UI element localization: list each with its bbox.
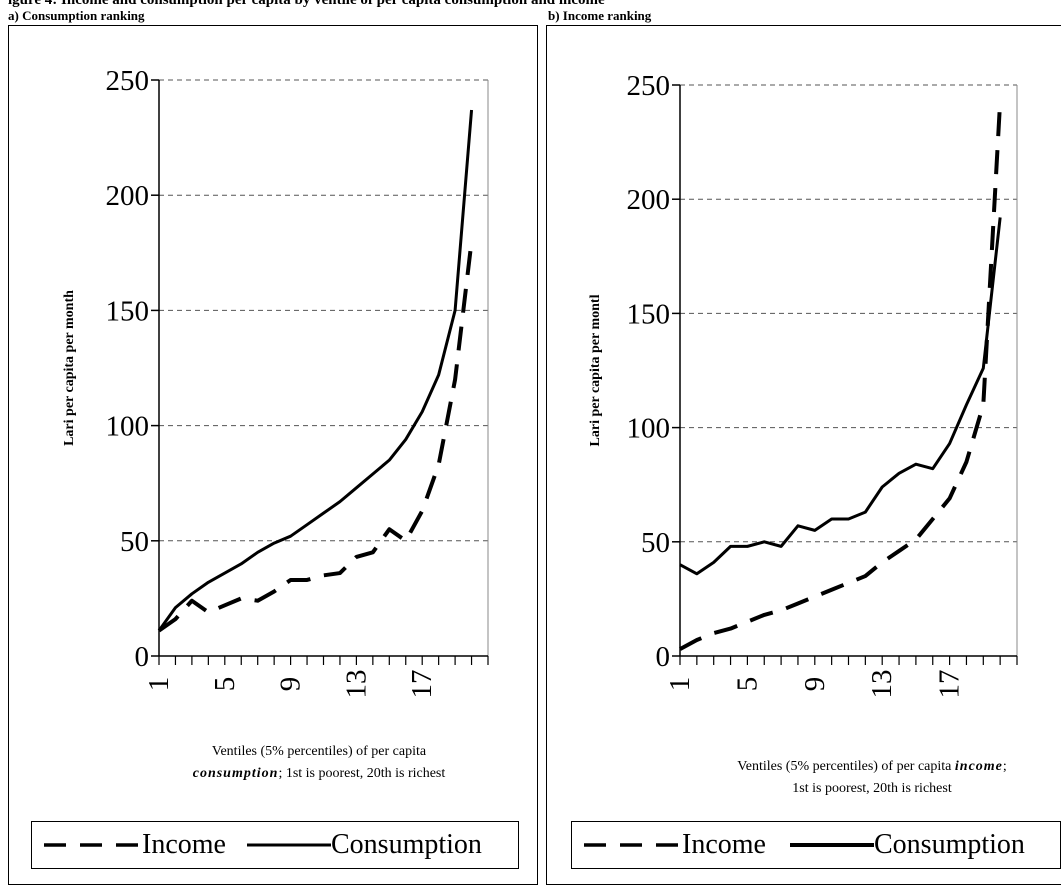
- y-tick-label: 0: [656, 641, 671, 673]
- x-tick-label: 13: [866, 670, 898, 699]
- x-tick-label: 17: [406, 670, 438, 699]
- panel-a-xlabel-emph: consumption: [192, 766, 279, 781]
- series-line-income: [679, 100, 1003, 651]
- x-tick-label: 9: [275, 677, 307, 692]
- legend-label-income: Income: [682, 829, 766, 860]
- y-tick-label: 0: [135, 641, 150, 673]
- y-axis-label: Lari per capita per month: [62, 290, 77, 446]
- figure-title: igure 4: Income and consumption per capi…: [8, 0, 605, 8]
- x-tick-label: 1: [143, 677, 175, 692]
- y-axis-label: Lari per capita per montl: [588, 294, 603, 446]
- solid-line-swatch: [247, 843, 331, 847]
- panel-a-label: a) Consumption ranking: [8, 8, 145, 23]
- panel-b-xlabel: Ventiles (5% percentiles) of per capita …: [682, 756, 1061, 800]
- panel-b-xlabel-line2: 1st is poorest, 20th is richest: [792, 781, 952, 796]
- y-tick-label: 100: [106, 411, 150, 443]
- panel-b-xlabel-line1: Ventiles (5% percentiles) of per capita …: [682, 756, 1061, 778]
- x-tick-label: 5: [731, 677, 763, 692]
- panel-b-label: b) Income ranking: [548, 8, 652, 23]
- y-tick-label: 150: [627, 298, 671, 330]
- panel-a: 0 50 100 150 200 250 1 5 9 13 17 Lari per capita pe…: [8, 25, 538, 885]
- y-tick-label: 50: [641, 527, 670, 559]
- series-line-consumption: [157, 109, 474, 632]
- legend-item-consumption: Consumption: [790, 822, 1025, 868]
- y-tick-label: 200: [106, 180, 150, 212]
- y-tick-label: 150: [106, 295, 150, 327]
- x-tick-label: 1: [664, 677, 696, 692]
- panel-a-legend: Income Consumption: [31, 821, 519, 869]
- series-line-income: [157, 241, 474, 633]
- y-tick-label: 100: [627, 413, 671, 445]
- legend-item-income: Income: [582, 822, 766, 868]
- panel-b-xlabel-start: Ventiles (5% percentiles) of per capita: [737, 759, 952, 774]
- legend-item-consumption: Consumption: [247, 822, 482, 868]
- legend-label-consumption: Consumption: [874, 829, 1025, 860]
- y-tick-label: 200: [627, 184, 671, 216]
- solid-line-swatch: [790, 843, 874, 847]
- chart-a: 0 50 100 150 200 250 1 5 9 13 17 Lari per capita pe…: [62, 65, 489, 699]
- chart-b: 0 50 100 150 200 250 1 5 9 13 17 Lari per capita pe…: [588, 70, 1018, 699]
- dashed-line-swatch: [584, 843, 680, 847]
- series-line-consumption: [679, 217, 1002, 576]
- panel-b: 0 50 100 150 200 250 1 5 9 13 17 Lari per capita pe…: [546, 25, 1061, 885]
- panel-a-xlabel: Ventiles (5% percentiles) of per capita …: [139, 741, 499, 785]
- panel-b-xlabel-emph: income: [954, 759, 1003, 774]
- panel-a-xlabel-rest: ; 1st is poorest, 20th is richest: [278, 766, 446, 781]
- y-tick-label: 50: [120, 526, 149, 558]
- panel-a-xlabel-line1: Ventiles (5% percentiles) of per capita: [211, 744, 427, 759]
- y-tick-label: 250: [627, 70, 671, 102]
- panel-b-legend: Income Consumption: [571, 821, 1061, 869]
- x-tick-label: 9: [799, 677, 831, 692]
- x-tick-label: 5: [209, 677, 241, 692]
- legend-label-income: Income: [142, 829, 226, 860]
- x-tick-label: 17: [934, 670, 966, 699]
- dashed-line-swatch: [44, 843, 140, 847]
- x-tick-label: 13: [340, 670, 372, 699]
- panel-a-xlabel-line2: consumption; 1st is poorest, 20th is ric…: [139, 763, 499, 785]
- legend-item-income: Income: [42, 822, 226, 868]
- panel-b-xlabel-rest: ;: [1002, 759, 1007, 774]
- y-tick-label: 250: [106, 65, 150, 97]
- legend-label-consumption: Consumption: [331, 829, 482, 860]
